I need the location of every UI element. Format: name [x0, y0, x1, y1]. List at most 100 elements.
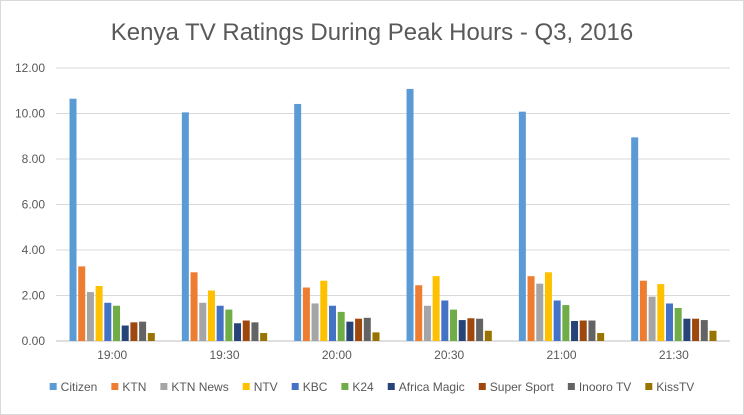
bar — [571, 320, 579, 341]
legend-item: KBC — [291, 380, 328, 394]
legend-swatch — [160, 383, 168, 390]
bar — [147, 333, 155, 341]
y-tick-label: 2.00 — [22, 289, 46, 303]
bar — [562, 305, 570, 341]
legend-label: K24 — [352, 380, 374, 394]
bar — [484, 330, 492, 341]
legend-swatch — [478, 383, 486, 390]
x-tick-label: 21:30 — [659, 348, 689, 362]
bar — [692, 318, 700, 341]
y-tick-label: 6.00 — [22, 198, 46, 212]
x-tick-label: 21:00 — [546, 348, 576, 362]
bar — [476, 318, 484, 341]
legend-swatch — [291, 383, 299, 390]
bar — [709, 330, 717, 341]
legend-label: KTN News — [171, 380, 228, 394]
bar — [450, 309, 458, 341]
bar — [104, 302, 112, 341]
bar — [78, 266, 86, 341]
x-tick-label: 20:00 — [322, 348, 352, 362]
legend-item: Citizen — [49, 380, 98, 394]
legend-item: Super Sport — [478, 380, 555, 394]
legend-label: KissTV — [656, 380, 694, 394]
bar — [406, 88, 414, 342]
y-tick-label: 0.00 — [22, 334, 46, 348]
legend-swatch — [242, 383, 250, 390]
legend-swatch — [341, 383, 349, 390]
x-tick-label: 20:30 — [434, 348, 464, 362]
legend-layer: Citizen KTN KTN News NTV KBC K24 Africa Magic S… — [49, 380, 694, 394]
y-tick-label: 10.00 — [15, 107, 45, 121]
legend-label: Citizen — [61, 380, 98, 394]
bar — [355, 318, 363, 341]
bar — [674, 308, 682, 341]
bar — [199, 302, 207, 341]
bar — [320, 280, 328, 341]
bar — [639, 280, 647, 341]
bar — [139, 321, 147, 341]
bar — [69, 98, 77, 342]
bar — [294, 103, 302, 341]
axis-layer: 0.00 2.00 4.00 6.00 8.00 10.00 12.00 19:00 19:30… — [15, 61, 689, 362]
bar — [190, 272, 198, 341]
legend-swatch — [49, 383, 57, 390]
bar — [234, 323, 242, 341]
legend-swatch — [645, 383, 653, 390]
bar — [631, 137, 639, 341]
legend-item: K24 — [341, 380, 374, 394]
legend-swatch — [111, 383, 119, 390]
legend-label: KTN — [122, 380, 146, 394]
legend-label: Super Sport — [490, 380, 555, 394]
bar — [527, 276, 535, 341]
bar — [432, 276, 440, 341]
legend-label: Africa Magic — [399, 380, 465, 394]
bar — [665, 303, 673, 341]
bar — [346, 321, 354, 341]
bar — [458, 320, 466, 341]
bar — [441, 300, 449, 341]
legend-label: KBC — [303, 380, 328, 394]
bar — [683, 318, 691, 341]
bar — [579, 320, 587, 341]
bar — [302, 287, 310, 341]
bar — [216, 305, 224, 341]
x-tick-label: 19:00 — [97, 348, 127, 362]
bar — [415, 285, 423, 341]
bar — [242, 320, 250, 341]
y-tick-label: 12.00 — [15, 61, 45, 75]
legend-swatch — [567, 383, 575, 390]
bar — [657, 284, 665, 342]
legend-item: Inooro TV — [567, 380, 631, 394]
bar — [363, 317, 371, 341]
bar — [121, 325, 129, 341]
bar — [597, 333, 605, 341]
bar — [260, 333, 268, 341]
bar — [225, 309, 233, 341]
bar — [113, 305, 121, 341]
bar — [467, 318, 475, 341]
x-tick-label: 19:30 — [209, 348, 239, 362]
bar — [536, 283, 544, 341]
legend-label: NTV — [254, 380, 278, 394]
bar-layer — [69, 88, 717, 342]
bar — [553, 300, 561, 341]
grid-layer — [56, 67, 730, 342]
bar — [86, 292, 94, 341]
y-tick-label: 8.00 — [22, 152, 46, 166]
legend-item: KTN News — [160, 380, 229, 394]
bar — [181, 112, 189, 341]
y-tick-label: 4.00 — [22, 243, 46, 257]
bar — [544, 272, 552, 341]
bar — [337, 311, 345, 341]
bar — [588, 320, 596, 341]
bar — [372, 332, 380, 341]
bar — [311, 303, 319, 341]
bar — [130, 322, 138, 341]
bar — [207, 290, 215, 341]
bar — [423, 305, 431, 341]
legend-item: KissTV — [645, 380, 694, 394]
legend-label: Inooro TV — [579, 380, 631, 394]
bar — [251, 322, 259, 341]
bar — [648, 296, 656, 341]
